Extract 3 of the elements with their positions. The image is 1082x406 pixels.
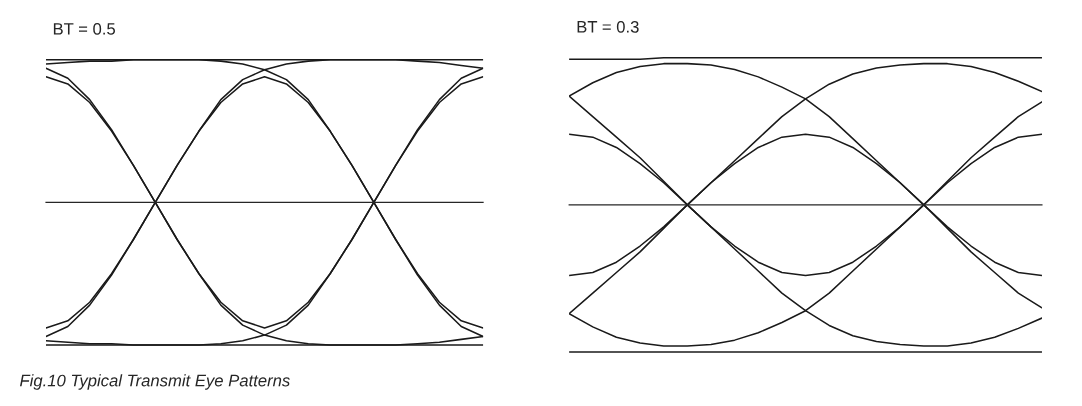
chart-title: BT = 0.5 [53, 22, 116, 35]
chart-title: BT = 0.3 [577, 20, 639, 33]
caption: Fig.10 Typical Transmit Eye Patterns [19, 374, 290, 390]
